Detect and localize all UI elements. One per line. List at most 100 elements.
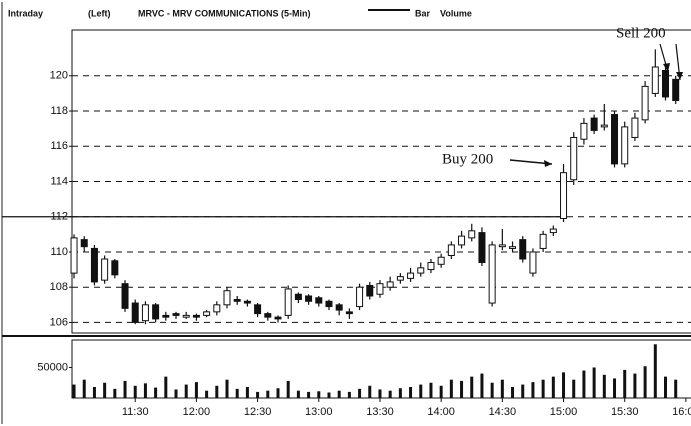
candle-body	[213, 304, 221, 313]
candle-body	[468, 230, 476, 239]
x-tick-label: 12:00	[183, 406, 211, 418]
candle-body	[529, 251, 537, 274]
volume-bar	[245, 387, 249, 398]
volume-bar	[72, 384, 76, 398]
volume-bar	[164, 376, 168, 398]
volume-bar	[205, 390, 209, 398]
sell-annotation: Sell 200	[616, 25, 666, 41]
buy-arrowhead	[544, 160, 552, 167]
volume-bar	[184, 384, 188, 398]
volume-bar	[664, 376, 668, 398]
volume-bar	[113, 388, 117, 398]
candle-body	[580, 122, 588, 140]
candle-body	[131, 302, 139, 323]
candle-body	[488, 244, 496, 304]
volume-bar	[449, 379, 453, 398]
x-tick-label: 14:00	[427, 406, 455, 418]
volume-bar	[327, 392, 331, 398]
candle-body	[519, 239, 527, 260]
volume-bar	[266, 390, 270, 398]
volume-bar	[256, 391, 260, 398]
y-tick-label: 110	[50, 246, 68, 258]
volume-bar	[409, 387, 413, 398]
volume-bar	[623, 369, 627, 398]
volume-bar	[490, 382, 494, 398]
volume-panel	[71, 339, 691, 399]
volume-bar	[398, 388, 402, 398]
candle-body	[600, 124, 608, 128]
candle-body	[570, 136, 578, 181]
candle-body	[356, 286, 364, 308]
candle-body	[254, 304, 262, 315]
candle-body	[478, 232, 486, 264]
candle-body	[182, 314, 190, 318]
volume-bar	[92, 387, 96, 398]
volume-bar	[653, 344, 657, 398]
candle-body	[335, 304, 343, 311]
volume-bar	[439, 385, 443, 398]
candle-body	[111, 260, 119, 276]
candle-body	[672, 78, 680, 101]
x-tick-label: 11:30	[122, 406, 149, 418]
x-tick-label: 13:30	[366, 406, 394, 418]
candle-body	[560, 172, 568, 219]
volume-bar	[643, 366, 647, 398]
candle-body	[80, 239, 88, 248]
x-tick-label: 15:00	[550, 406, 578, 418]
volume-bar	[133, 385, 137, 398]
x-tick-label: 12:30	[244, 406, 272, 418]
volume-bar	[419, 384, 423, 398]
candle-body	[498, 244, 506, 248]
candle-body	[407, 272, 415, 279]
candle-body	[121, 283, 129, 309]
volume-bar	[602, 374, 606, 398]
header-symbol: MRVC - MRV COMMUNICATIONS (5-Min)	[138, 8, 311, 18]
volume-bar	[521, 384, 525, 398]
candle-body	[70, 237, 78, 274]
volume-bar	[215, 385, 219, 398]
volume-bar	[123, 380, 127, 398]
y-tick-label: 120	[50, 70, 68, 82]
header-mode: Intraday	[8, 8, 43, 18]
candle-body	[345, 311, 353, 315]
candle-body	[315, 297, 323, 304]
candle-body	[152, 304, 160, 320]
volume-bar	[358, 388, 362, 398]
candle-body	[141, 304, 149, 322]
volume-bar	[429, 382, 433, 398]
candle-body	[590, 117, 598, 131]
volume-bar	[276, 388, 280, 398]
volume-bar	[103, 382, 107, 398]
candle-body	[366, 284, 374, 297]
volume-bar	[174, 389, 178, 398]
volume-bar	[592, 367, 596, 398]
candle-body	[437, 256, 445, 265]
candle-body	[264, 313, 272, 318]
volume-bar	[82, 379, 86, 398]
volume-bar	[307, 391, 311, 398]
candle-body	[305, 295, 313, 302]
volume-bar	[674, 379, 678, 398]
candle-body	[611, 114, 619, 165]
y-tick-label: 114	[50, 175, 68, 187]
volume-bar	[531, 382, 535, 398]
header-side: (Left)	[88, 8, 111, 18]
volume-bar	[541, 379, 545, 398]
volume-bar	[460, 380, 464, 398]
y-tick-label: 108	[50, 281, 68, 293]
candle-body	[651, 66, 659, 94]
candle-body	[458, 235, 466, 246]
candle-body	[386, 281, 394, 288]
volume-bar	[480, 373, 484, 398]
volume-bar	[337, 390, 341, 398]
candle-body	[162, 314, 170, 318]
candle-body	[376, 283, 384, 295]
candle-body	[549, 228, 557, 234]
candle-body	[621, 126, 629, 165]
candle-body	[427, 262, 435, 271]
candle-body	[641, 85, 649, 121]
candle-body	[396, 276, 404, 281]
volume-bar	[235, 388, 239, 398]
y-tick-label: 106	[50, 316, 68, 328]
